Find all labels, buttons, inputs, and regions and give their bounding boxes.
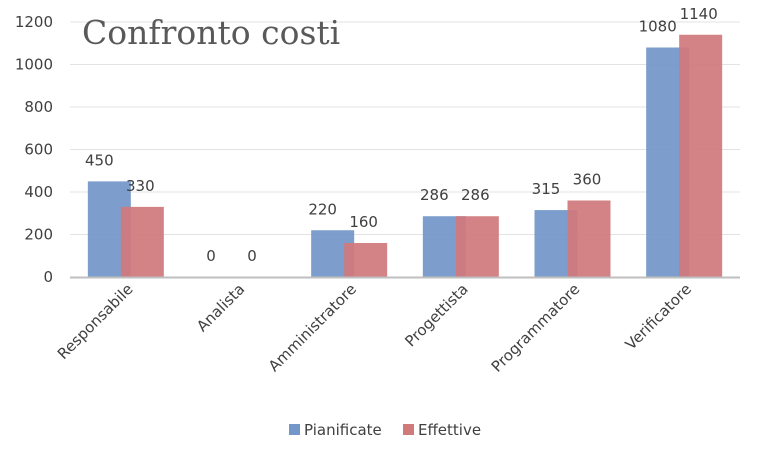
data-label: 220 — [308, 200, 337, 218]
category-label: Responsabile — [54, 280, 137, 363]
bar-effettive-verificatore — [679, 34, 723, 277]
category-label: Programmatore — [488, 280, 584, 376]
data-label: 0 — [206, 247, 216, 265]
category-label: Analista — [193, 280, 248, 335]
data-label: 360 — [573, 171, 602, 189]
y-axis-ticks: 0 200 400 600 800 1000 1200 — [15, 13, 53, 286]
legend-label: Effettive — [418, 421, 481, 439]
bar-effettive-progettista — [455, 216, 499, 277]
data-label: 330 — [126, 177, 155, 195]
data-label: 286 — [461, 186, 490, 204]
legend-swatch — [403, 424, 414, 435]
legend: Pianificate Effettive — [289, 421, 481, 439]
category-label: Progettista — [401, 280, 471, 350]
data-label: 1080 — [639, 18, 677, 36]
y-tick-label: 200 — [24, 226, 53, 244]
legend-swatch — [289, 424, 300, 435]
chart-title: Confronto costi — [82, 13, 340, 52]
bar-effettive-responsabile — [120, 206, 164, 277]
data-label: 450 — [85, 151, 114, 169]
data-label: 1140 — [680, 5, 718, 23]
legend-label: Pianificate — [304, 421, 382, 439]
y-tick-label: 0 — [43, 268, 53, 286]
bars — [87, 34, 723, 277]
gridlines — [70, 21, 740, 235]
category-label: Amministratore — [265, 280, 360, 375]
y-tick-label: 600 — [24, 141, 53, 159]
category-labels: Responsabile Analista Amministratore Proget… — [54, 280, 695, 376]
data-label: 0 — [247, 247, 257, 265]
y-tick-label: 1000 — [15, 56, 53, 74]
bar-effettive-amministratore — [344, 243, 388, 277]
y-tick-label: 1200 — [15, 13, 53, 31]
y-tick-label: 400 — [24, 183, 53, 201]
y-tick-label: 800 — [24, 98, 53, 116]
bar-effettive-programmatore — [567, 200, 611, 277]
data-label: 286 — [420, 186, 449, 204]
category-label: Verificatore — [622, 280, 695, 353]
data-label: 315 — [532, 180, 561, 198]
data-label: 160 — [349, 213, 378, 231]
